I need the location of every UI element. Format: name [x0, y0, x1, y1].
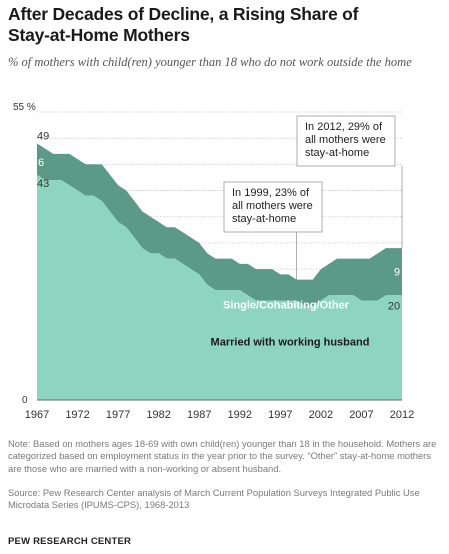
- y-tick-label-55: 55 %: [13, 102, 36, 113]
- brand-logo-text: PEW RESEARCH CENTER: [8, 536, 132, 547]
- area-married-working-husband: [37, 174, 402, 400]
- annotation-text: stay-at-home: [232, 213, 296, 225]
- x-tick-label: 1997: [268, 409, 292, 421]
- annotation-text: In 2012, 29% of: [305, 121, 383, 133]
- chart-title: After Decades of Decline, a Rising Share…: [8, 4, 438, 46]
- series-label-married: Married with working husband: [211, 337, 370, 349]
- x-tick-label: 1972: [65, 409, 89, 421]
- title-line-2: Stay-at-Home Mothers: [8, 25, 190, 45]
- annotation-box: [223, 181, 323, 233]
- x-tick-label: 1982: [146, 409, 170, 421]
- end-label-married: 20: [388, 300, 400, 312]
- x-tick-label: 2002: [309, 409, 333, 421]
- start-label-total: 49: [37, 130, 49, 142]
- x-tick-label: 2007: [349, 409, 373, 421]
- end-label-other: 9: [394, 267, 400, 279]
- footnote: Note: Based on mothers ages 18-69 with o…: [8, 438, 437, 474]
- annotation-box: [296, 115, 396, 167]
- source-note: Source: Pew Research Center analysis of …: [8, 487, 420, 511]
- chart-subtitle: % of mothers with child(ren) younger tha…: [8, 55, 412, 69]
- x-tick-label: 2012: [390, 409, 414, 421]
- annotation-text: all mothers were: [232, 200, 313, 212]
- start-label-married: 43: [37, 178, 49, 190]
- x-tick-label: 1977: [106, 409, 130, 421]
- x-tick-label: 1967: [25, 409, 49, 421]
- start-label-other: 6: [38, 157, 44, 169]
- annotation-text: In 1999, 23% of: [232, 187, 310, 199]
- annotation-text: stay-at-home: [305, 147, 369, 159]
- x-tick-labels: 1967 1972 1977 1982 1987 1992 1997 2002 2007 2012: [25, 409, 414, 421]
- stacked-area-chart: 55 % 0 49 6 43 9 20 Single/Cohabiting/Ot…: [13, 102, 414, 421]
- x-tick-label: 1987: [187, 409, 211, 421]
- area-single-cohabiting-other: [37, 143, 402, 306]
- x-tick-label: 1992: [228, 409, 252, 421]
- y-tick-label-0: 0: [22, 395, 28, 406]
- series-label-other: Single/Cohabiting/Other: [223, 299, 350, 311]
- annotation-text: all mothers were: [305, 134, 386, 146]
- title-line-1: After Decades of Decline, a Rising Share…: [8, 4, 359, 24]
